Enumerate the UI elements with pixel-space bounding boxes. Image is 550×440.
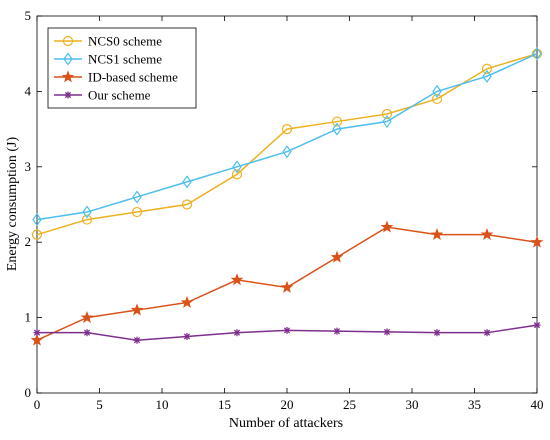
data-point [33, 329, 41, 337]
data-point [31, 229, 43, 240]
data-point [382, 115, 392, 129]
data-point [433, 329, 441, 337]
legend-item: ID-based scheme [54, 70, 178, 85]
data-point [431, 93, 443, 105]
legend-marker [62, 35, 74, 47]
data-point [283, 326, 291, 334]
series-1 [32, 47, 542, 227]
x-tick-label: 15 [218, 397, 231, 412]
legend-item: NCS0 scheme [54, 34, 162, 49]
data-point [330, 250, 344, 263]
y-tick-label: 2 [25, 234, 32, 249]
marker-stroke [183, 333, 191, 340]
legend-label: ID-based scheme [88, 70, 178, 85]
data-point [181, 199, 193, 210]
data-point [282, 145, 292, 159]
data-point [30, 333, 44, 346]
data-point [81, 214, 93, 225]
data-point [331, 116, 343, 127]
axes: 0 5 10 15 20 25 30 35 40 0 1 2 3 4 5 [25, 8, 544, 412]
series-layer [30, 47, 544, 346]
data-point [432, 84, 442, 98]
data-point [183, 332, 191, 340]
data-point [381, 108, 393, 120]
series-line [36, 53, 538, 221]
marker-stroke [133, 337, 141, 344]
marker-stroke [433, 329, 441, 336]
data-point [482, 69, 492, 83]
y-tick-label: 1 [25, 310, 32, 325]
series-2 [30, 220, 544, 346]
legend-item: NCS1 scheme [54, 52, 162, 67]
marker-stroke [483, 329, 491, 336]
x-tick-label: 40 [531, 397, 544, 412]
data-point [281, 124, 293, 135]
data-point [231, 169, 243, 180]
x-tick-label: 20 [281, 397, 294, 412]
x-tick-label: 10 [156, 397, 169, 412]
data-point [232, 160, 242, 174]
legend-label: NCS1 scheme [88, 52, 162, 67]
data-point [80, 310, 94, 323]
data-point [530, 235, 544, 248]
legend-label: Our scheme [88, 88, 151, 103]
data-point [83, 329, 91, 337]
x-axis-title: Number of attackers [229, 416, 343, 431]
marker-stroke [533, 322, 541, 329]
marker-stroke [233, 329, 241, 336]
marker-stroke [383, 328, 391, 336]
x-tick-label: 30 [406, 397, 419, 412]
data-point [180, 295, 194, 308]
marker-stroke [64, 91, 72, 99]
data-point [82, 205, 92, 219]
marker-stroke [83, 329, 91, 336]
y-tick-label: 0 [25, 385, 32, 400]
data-point [380, 220, 394, 233]
data-point [532, 47, 542, 61]
data-point [130, 303, 144, 316]
y-tick-label: 4 [25, 83, 32, 98]
marker-stroke [33, 329, 41, 336]
data-point [483, 329, 491, 337]
legend-marker [64, 91, 72, 99]
data-point [233, 329, 241, 337]
marker-stroke [283, 327, 291, 334]
marker-stroke [333, 328, 341, 335]
legend-marker [61, 70, 75, 83]
data-point [533, 321, 541, 329]
legend-label: NCS0 scheme [88, 34, 162, 49]
x-tick-label: 5 [96, 397, 103, 412]
data-point [132, 190, 142, 204]
data-point [280, 280, 294, 293]
legend: NCS0 scheme NCS1 scheme ID-based scheme Our… [47, 27, 197, 109]
y-tick-label: 3 [25, 159, 32, 174]
series-line [36, 52, 538, 236]
data-point [333, 327, 341, 335]
y-tick-label: 5 [25, 8, 32, 23]
data-point [131, 206, 143, 218]
x-tick-label: 25 [343, 397, 356, 412]
data-point [383, 328, 391, 336]
data-point [332, 122, 342, 136]
data-point [430, 228, 444, 241]
data-point [133, 336, 141, 344]
data-point [230, 273, 244, 286]
data-point [182, 175, 192, 189]
data-point [32, 213, 42, 227]
legend-marker [63, 52, 73, 66]
x-tick-label: 35 [468, 397, 481, 412]
y-axis-title: Energy consumption (J) [5, 137, 20, 272]
data-point [481, 63, 493, 74]
data-point [480, 228, 494, 241]
series-3 [33, 321, 541, 344]
legend-item: Our scheme [54, 88, 151, 103]
x-tick-label: 0 [34, 397, 41, 412]
